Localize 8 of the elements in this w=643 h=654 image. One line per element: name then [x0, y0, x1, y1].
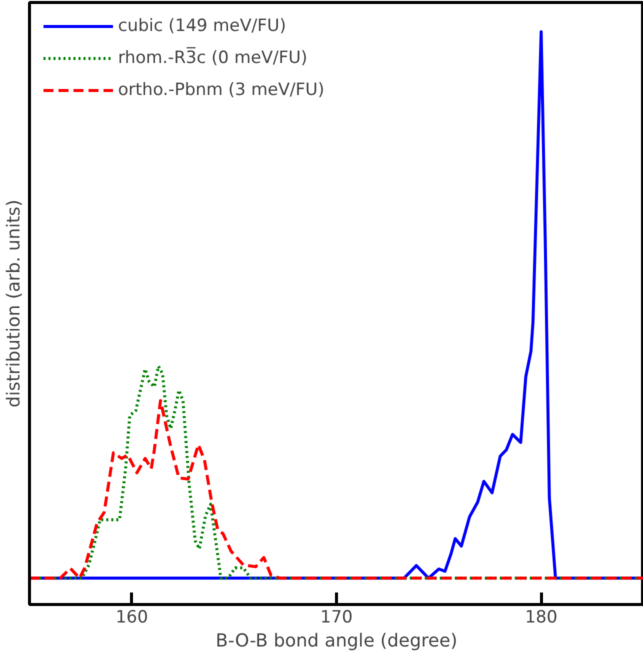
legend-label: cubic (149 meV/FU): [118, 16, 286, 36]
legend-label: ortho.-Pbnm (3 meV/FU): [118, 80, 324, 100]
x-tick-label: 170: [320, 608, 353, 628]
x-tick-label: 180: [524, 608, 558, 628]
x-tick-label: 160: [116, 608, 148, 628]
legend-label: rhom.-R3̅c (0 meV/FU): [118, 48, 308, 68]
x-axis-title: B-O-B bond angle (degree): [216, 630, 458, 652]
y-axis-title: distribution (arb. units): [4, 200, 24, 408]
